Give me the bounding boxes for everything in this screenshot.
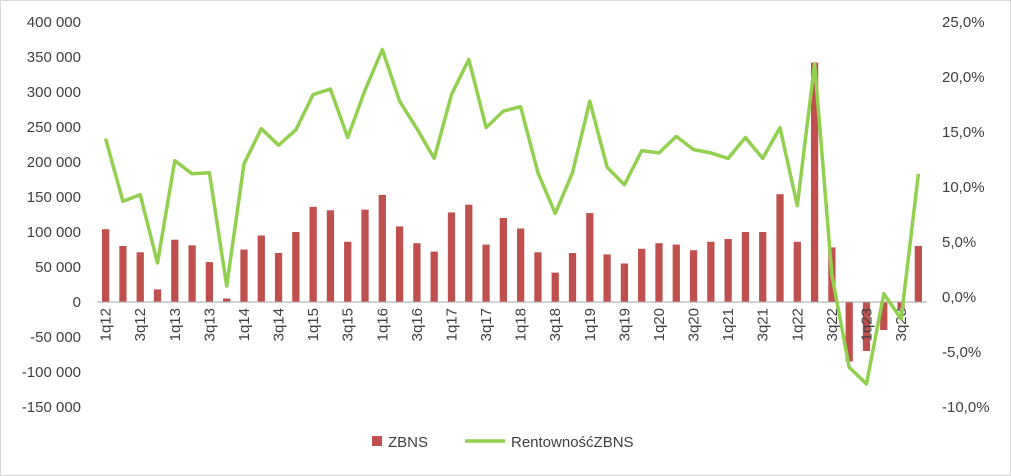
- zbns-bar: [205, 262, 214, 302]
- left-tick-label: -150 000: [22, 399, 81, 416]
- zbns-bar: [482, 244, 490, 302]
- x-tick-label: 3q22: [824, 308, 841, 341]
- x-tick-label: 1q16: [374, 308, 391, 341]
- right-tick-label: 20,0%: [942, 69, 985, 86]
- x-tick-label: 3q18: [547, 308, 564, 341]
- right-tick-label: 25,0%: [942, 14, 985, 31]
- x-tick-label: 1q13: [167, 308, 184, 341]
- zbns-bar: [430, 251, 438, 302]
- zbns-bar: [257, 235, 265, 302]
- legend-label-zbns: ZBNS: [388, 434, 428, 451]
- x-tick-label: 3q14: [271, 308, 288, 341]
- zbns-bar: [119, 246, 127, 302]
- right-tick-label: 0,0%: [942, 289, 976, 306]
- zbns-bar: [447, 212, 456, 302]
- right-tick-label: 5,0%: [942, 234, 976, 251]
- zbns-bar: [880, 302, 888, 330]
- left-tick-label: 0: [73, 294, 81, 311]
- x-tick-label: 1q17: [443, 308, 460, 341]
- zbns-bar: [465, 204, 473, 302]
- zbns-bar: [274, 253, 283, 302]
- x-tick-label: 1q19: [582, 308, 599, 341]
- zbns-bar: [326, 210, 335, 302]
- zbns-bar: [395, 226, 404, 302]
- left-tick-label: 150 000: [27, 189, 81, 206]
- zbns-bar: [862, 302, 871, 351]
- x-tick-label: 1q15: [305, 308, 322, 341]
- zbns-bar: [534, 252, 542, 302]
- left-tick-label: 100 000: [27, 224, 81, 241]
- zbns-bar: [223, 298, 231, 302]
- zbns-bar: [724, 239, 732, 302]
- right-tick-label: 15,0%: [942, 124, 985, 141]
- x-tick-label: 3q19: [616, 308, 633, 341]
- x-tick-label: 1q12: [98, 308, 115, 341]
- left-tick-label: 300 000: [27, 84, 81, 101]
- right-tick-label: 10,0%: [942, 179, 985, 196]
- zbns-bar: [102, 229, 110, 302]
- zbns-bar: [136, 252, 144, 302]
- left-tick-label: 400 000: [27, 14, 81, 31]
- x-tick-label: 3q13: [201, 308, 218, 341]
- zbns-bar: [638, 248, 646, 302]
- x-tick-label: 1q23: [858, 308, 875, 341]
- zbns-bar: [568, 253, 577, 302]
- zbns-bar: [689, 250, 698, 302]
- zbns-bar: [914, 246, 922, 302]
- zbns-bar: [361, 209, 369, 302]
- x-tick-label: 3q20: [686, 308, 703, 341]
- zbns-bar: [603, 254, 611, 302]
- zbns-bar: [309, 206, 317, 302]
- x-tick-label: 3q21: [755, 308, 772, 341]
- x-tick-label: 1q20: [651, 308, 668, 341]
- right-tick-label: -5,0%: [942, 344, 981, 361]
- x-tick-label: 3q16: [409, 308, 426, 341]
- right-tick-label: -10,0%: [942, 399, 990, 416]
- zbns-bar: [153, 289, 162, 302]
- x-tick-label: 1q18: [513, 308, 530, 341]
- legend-label-rentownosc: RentownośćZBNS: [511, 434, 634, 451]
- x-axis-labels: 1q12 3q12 1q13 3q13 1q14 3q14 1q15 3q15 1q16 3q16…: [98, 308, 910, 341]
- zbns-bar: [171, 239, 179, 302]
- left-tick-label: 50 000: [35, 259, 81, 276]
- left-tick-label: 250 000: [27, 119, 81, 136]
- zbns-bar: [741, 232, 750, 302]
- zbns-bar: [240, 249, 248, 302]
- rentownosc-line: [103, 47, 921, 386]
- x-tick-label: 3q17: [478, 308, 495, 341]
- zbns-bar: [344, 241, 352, 302]
- left-tick-label: 350 000: [27, 49, 81, 66]
- legend-swatch-zbns: [372, 436, 382, 446]
- left-tick-label: -50 000: [30, 329, 81, 346]
- left-tick-label: 200 000: [27, 154, 81, 171]
- zbns-bar: [793, 241, 801, 302]
- zbns-bar: [499, 218, 507, 302]
- zbns-bars: [102, 62, 922, 362]
- zbns-bar: [672, 244, 680, 302]
- zbns-bar: [292, 232, 300, 302]
- zbns-bar: [810, 62, 819, 302]
- zbns-bar: [413, 243, 421, 302]
- x-tick-label: 1q21: [720, 308, 737, 341]
- x-tick-label: 1q14: [236, 308, 253, 341]
- zbns-bar: [655, 243, 663, 302]
- right-axis: 25,0% 20,0% 15,0% 10,0% 5,0% 0,0% -5,0% -10,0%: [942, 14, 990, 416]
- zbns-bar: [776, 194, 784, 302]
- zbns-bar: [707, 241, 715, 302]
- zbns-bar: [620, 263, 629, 302]
- zbns-bar: [759, 232, 767, 302]
- zbns-bar: [378, 194, 386, 302]
- zbns-bar: [845, 302, 853, 362]
- x-tick-label: 3q12: [132, 308, 149, 341]
- x-tick-label: 3q15: [340, 308, 357, 341]
- zbns-bar: [551, 272, 559, 302]
- legend: ZBNS RentownośćZBNS: [372, 434, 634, 451]
- x-tick-label: 1q22: [789, 308, 806, 341]
- zbns-bar: [586, 213, 594, 302]
- left-axis: 400 000 350 000 300 000 250 000 200 000 150 0…: [22, 14, 81, 416]
- zbns-bar: [517, 228, 525, 302]
- zbns-bar: [188, 245, 196, 302]
- left-tick-label: -100 000: [22, 364, 81, 381]
